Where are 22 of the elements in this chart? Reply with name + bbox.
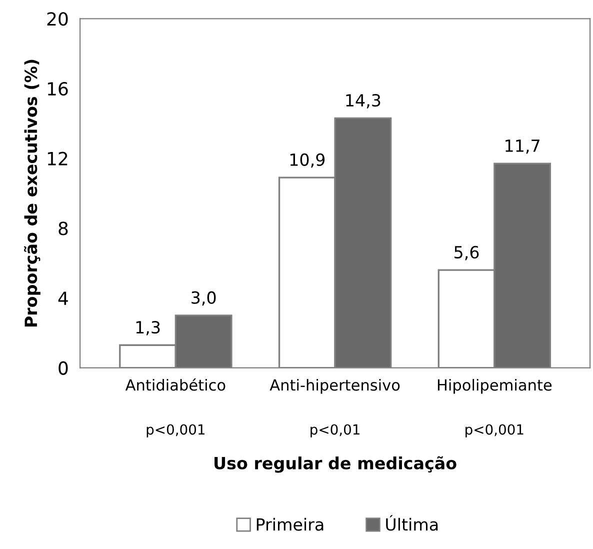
y-tick-label: 12 [48,152,68,166]
x-tick-label: Antidiabético [125,378,226,391]
data-label: 14,3 [346,94,380,108]
legend-label: Última [386,515,438,531]
x-tick-label: Anti-hipertensivo [270,378,400,394]
x-tick-label: Hipolipemiante [438,378,552,394]
data-label: 10,9 [290,153,325,168]
data-label: 5,6 [454,246,479,260]
y-tick-label: 4 [58,292,68,305]
y-axis-title: Proporção de executivos (%) [24,60,40,327]
y-tick-label: 16 [48,82,68,96]
data-label: 3,0 [192,291,216,306]
legend-label: Primeira [256,518,324,531]
y-tick-label: 0 [58,361,68,375]
y-tick-label: 20 [47,12,68,26]
text: p<0,001 [466,424,524,438]
y-tick-label: 8 [58,222,68,236]
data-label: 11,7 [506,140,540,154]
data-label: 1,3 [136,320,160,336]
text: p<0,001 [146,424,204,438]
x-axis-title: Uso regular de medicação [214,456,456,473]
text: p<0,01 [310,424,360,438]
